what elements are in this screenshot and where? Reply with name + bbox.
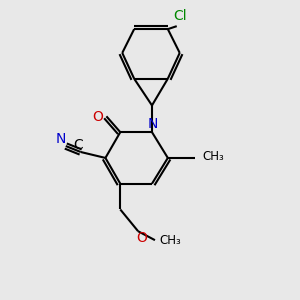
Text: C: C — [73, 138, 82, 152]
Text: CH₃: CH₃ — [202, 150, 224, 164]
Text: N: N — [56, 132, 66, 146]
Text: CH₃: CH₃ — [159, 234, 181, 247]
Text: N: N — [148, 117, 158, 131]
Text: Cl: Cl — [173, 9, 187, 23]
Text: O: O — [136, 231, 148, 245]
Text: O: O — [92, 110, 103, 124]
